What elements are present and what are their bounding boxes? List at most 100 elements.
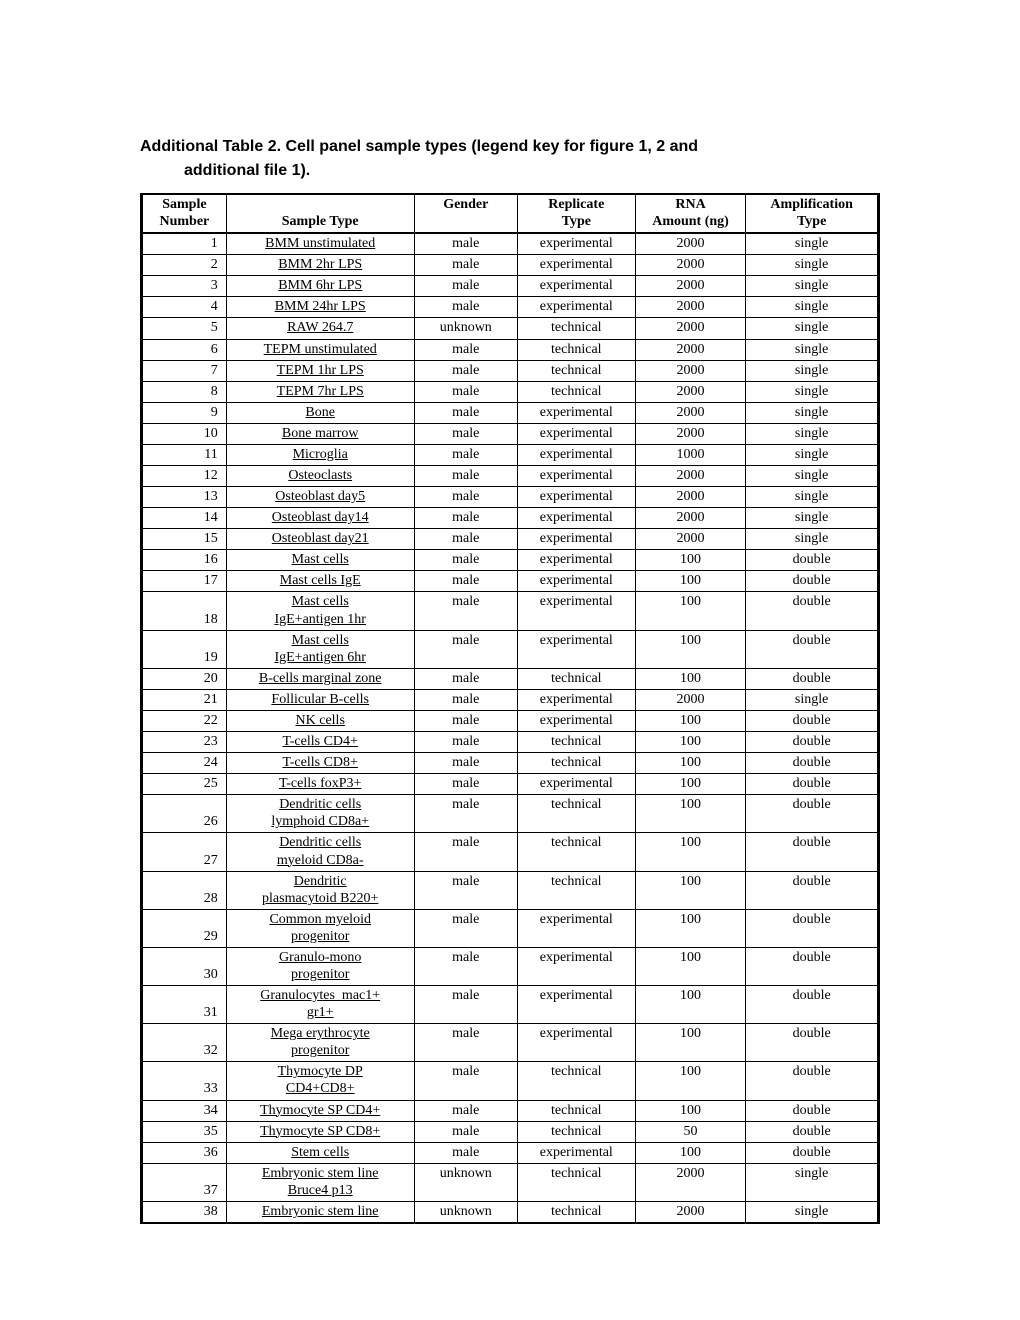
cell-sample-number: 26 [142,795,227,833]
cell-replicate: experimental [517,1024,635,1062]
cell-sample-number: 8 [142,381,227,402]
cell-amplification: double [746,871,879,909]
table-row: 30Granulo-monoprogenitormaleexperimental… [142,947,879,985]
cell-sample-type: BMM 6hr LPS [226,276,414,297]
cell-gender: unknown [414,318,517,339]
cell-gender: male [414,909,517,947]
sample-type-text: TEPM unstimulated [264,342,377,357]
cell-amplification: single [746,1201,879,1223]
cell-amplification: double [746,630,879,668]
cell-gender: male [414,986,517,1024]
cell-replicate: technical [517,1163,635,1201]
table-row: 37Embryonic stem lineBruce4 p13unknownte… [142,1163,879,1201]
cell-sample-type: Osteoblast day14 [226,508,414,529]
cell-rna-amount: 2000 [635,689,746,710]
cell-amplification: double [746,947,879,985]
cell-rna-amount: 2000 [635,360,746,381]
cell-replicate: experimental [517,487,635,508]
data-table: Sample Number Sample Type Gender Replica… [140,193,880,1224]
cell-amplification: single [746,318,879,339]
cell-replicate: technical [517,795,635,833]
cell-amplification: single [746,233,879,255]
cell-sample-type: Bone [226,402,414,423]
table-row: 19Mast cellsIgE+antigen 6hrmaleexperimen… [142,630,879,668]
cell-rna-amount: 100 [635,774,746,795]
cell-amplification: double [746,732,879,753]
cell-replicate: experimental [517,508,635,529]
sample-type-text: Embryonic stem line [262,1204,379,1219]
sample-type-text: myeloid CD8a- [277,853,364,868]
cell-replicate: technical [517,1121,635,1142]
cell-replicate: experimental [517,466,635,487]
cell-sample-number: 14 [142,508,227,529]
cell-sample-number: 13 [142,487,227,508]
table-row: 11Microgliamaleexperimental1000single [142,444,879,465]
cell-amplification: single [746,276,879,297]
cell-sample-type: RAW 264.7 [226,318,414,339]
cell-sample-type: Mast cellsIgE+antigen 6hr [226,630,414,668]
sample-type-text: T-cells foxP3+ [279,776,361,791]
cell-replicate: technical [517,753,635,774]
cell-sample-number: 2 [142,255,227,276]
sample-type-text: TEPM 1hr LPS [277,363,364,378]
cell-gender: male [414,1121,517,1142]
cell-sample-type: BMM unstimulated [226,233,414,255]
cell-sample-type: Thymocyte SP CD4+ [226,1100,414,1121]
cell-gender: male [414,550,517,571]
cell-sample-type: T-cells CD8+ [226,753,414,774]
cell-gender: male [414,487,517,508]
cell-amplification: double [746,571,879,592]
cell-rna-amount: 100 [635,1024,746,1062]
cell-sample-number: 31 [142,986,227,1024]
table-row: 20B-cells marginal zonemaletechnical100d… [142,668,879,689]
sample-type-text: BMM 24hr LPS [275,299,366,314]
cell-amplification: double [746,1100,879,1121]
cell-amplification: single [746,360,879,381]
sample-type-text: BMM 2hr LPS [278,257,362,272]
cell-amplification: double [746,1024,879,1062]
sample-type-text: Osteoblast day5 [275,489,365,504]
cell-sample-type: T-cells foxP3+ [226,774,414,795]
cell-rna-amount: 2000 [635,255,746,276]
sample-type-text: BMM 6hr LPS [278,278,362,293]
cell-sample-number: 21 [142,689,227,710]
cell-sample-number: 37 [142,1163,227,1201]
cell-rna-amount: 2000 [635,423,746,444]
table-row: 23T-cells CD4+maletechnical100double [142,732,879,753]
cell-replicate: experimental [517,571,635,592]
table-row: 15Osteoblast day21maleexperimental2000si… [142,529,879,550]
cell-gender: male [414,571,517,592]
table-row: 34Thymocyte SP CD4+maletechnical100doubl… [142,1100,879,1121]
table-row: 5RAW 264.7unknowntechnical2000single [142,318,879,339]
cell-amplification: single [746,529,879,550]
cell-replicate: experimental [517,947,635,985]
cell-replicate: experimental [517,774,635,795]
table-row: 13Osteoblast day5maleexperimental2000sin… [142,487,879,508]
table-row: 6TEPM unstimulatedmaletechnical2000singl… [142,339,879,360]
cell-sample-number: 24 [142,753,227,774]
header-text: Number [159,214,209,229]
sample-type-text: Mast cells [292,633,349,648]
sample-type-text: Dendritic cells [279,835,361,850]
table-row: 32Mega erythrocyteprogenitormaleexperime… [142,1024,879,1062]
cell-gender: male [414,402,517,423]
cell-rna-amount: 100 [635,571,746,592]
table-row: 27Dendritic cellsmyeloid CD8a-maletechni… [142,833,879,871]
cell-replicate: experimental [517,1142,635,1163]
cell-sample-number: 35 [142,1121,227,1142]
cell-replicate: technical [517,1062,635,1100]
sample-type-text: Mast cells IgE [280,573,361,588]
cell-amplification: single [746,339,879,360]
cell-replicate: experimental [517,402,635,423]
cell-sample-type: B-cells marginal zone [226,668,414,689]
sample-type-text: Granulocytes_mac1+ [260,988,380,1003]
cell-replicate: technical [517,360,635,381]
table-row: 31Granulocytes_mac1+gr1+maleexperimental… [142,986,879,1024]
sample-type-text: plasmacytoid B220+ [262,891,378,906]
cell-amplification: double [746,592,879,630]
cell-gender: unknown [414,1201,517,1223]
cell-sample-number: 20 [142,668,227,689]
sample-type-text: Stem cells [291,1145,349,1160]
cell-gender: male [414,1100,517,1121]
cell-gender: male [414,947,517,985]
